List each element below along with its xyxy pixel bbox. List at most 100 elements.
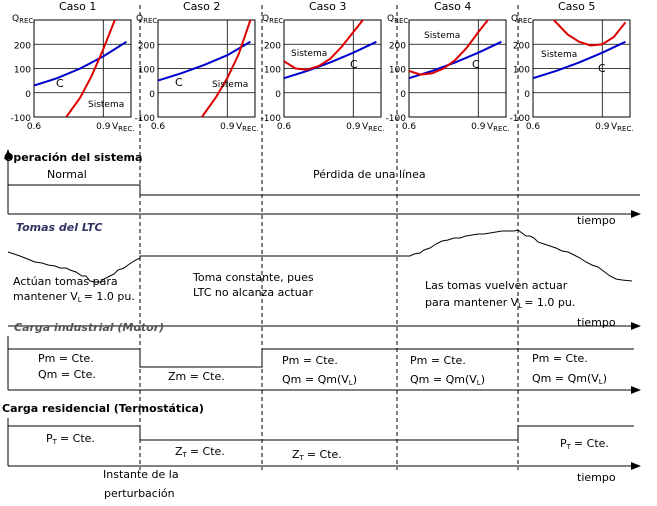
section-title-ltc: Tomas del LTC — [16, 221, 103, 234]
ltc-text-3a: Las tomas vuelven actuar — [425, 279, 568, 292]
chart-title: Caso 3 — [309, 0, 346, 13]
chart-title: Caso 4 — [434, 0, 471, 13]
x-tick-label: 0.6 — [402, 122, 417, 132]
x-tick-label: 0.9 — [220, 122, 235, 132]
time-label-2: tiempo — [577, 316, 616, 329]
disturbance-label-1: Instante de la — [103, 468, 179, 481]
ltc-text-2b: LTC no alcanza actuar — [193, 286, 313, 299]
load-curve — [34, 40, 127, 87]
y-tick-label: 0 — [275, 90, 281, 100]
ind-c4-qm-end: ) — [481, 373, 485, 386]
x-tick-label: 0.9 — [595, 122, 610, 132]
ind-c1-pm: Pm = Cte. — [38, 352, 94, 365]
system-curve-label: Sistema — [541, 50, 577, 60]
ind-c3-qm: Qm = Qm(V — [282, 373, 349, 386]
res-c3-z-end: = Cte. — [307, 448, 342, 461]
y-tick-label: -100 — [11, 114, 32, 124]
system-curve — [552, 20, 627, 47]
ltc-text-3b-end: = 1.0 pu. — [524, 296, 575, 309]
load-curve-label: C — [175, 76, 183, 89]
normal-label: Normal — [47, 168, 87, 181]
system-curve-label: Sistema — [88, 100, 124, 110]
x-axis-label-sub: REC. — [493, 125, 509, 133]
res-c1-p-end: = Cte. — [60, 432, 95, 445]
svg-text:PT= Cte.: PT = Cte. — [560, 437, 609, 451]
svg-text:Qm = Qm(VL): Qm = Qm(VL) — [532, 372, 607, 386]
y-tick-label: 0 — [25, 90, 31, 100]
y-tick-label: 200 — [138, 41, 155, 51]
ind-c4-qm: Qm = Qm(V — [410, 373, 477, 386]
svg-text:ZT= Cte.: ZT = Cte. — [175, 445, 225, 459]
y-tick-label: 100 — [513, 66, 530, 76]
y-tick-label: 100 — [389, 66, 406, 76]
svg-text:Qm = Qm(VL): Qm = Qm(VL) — [282, 373, 357, 387]
series-group — [158, 20, 252, 117]
x-axis-label-sub: REC. — [118, 125, 134, 133]
ltc-text-1b-end: = 1.0 pu. — [84, 290, 135, 303]
res-c2-z: Z — [175, 445, 183, 458]
y-tick-label: 100 — [14, 66, 31, 76]
svg-text:ZT= Cte.: ZT = Cte. — [292, 448, 342, 462]
x-axis-label: VREC. — [611, 122, 634, 133]
ltc-text-1b: mantener V — [13, 290, 78, 303]
ind-c3-qm-sub: L — [349, 379, 353, 387]
svg-text:Qm = Qm(VL): Qm = Qm(VL) — [410, 373, 485, 387]
ind-c5-pm: Pm = Cte. — [532, 352, 588, 365]
chart-title: Caso 5 — [558, 0, 595, 13]
time-label-1: tiempo — [577, 214, 616, 227]
y-tick-label: 100 — [138, 66, 155, 76]
series-group — [409, 20, 502, 80]
ind-c4-qm-sub: L — [477, 379, 481, 387]
load-curve-label: C — [598, 62, 606, 75]
operation-signal — [8, 184, 640, 196]
svg-text:mantener VL= 1.0 pu.: mantener VL = 1.0 pu. — [13, 290, 135, 304]
y-tick-label: 0 — [400, 90, 406, 100]
y-tick-label: 200 — [389, 41, 406, 51]
ltc-text-3b: para mantener V — [425, 296, 519, 309]
res-c2-z-end: = Cte. — [190, 445, 225, 458]
res-c3-z: Z — [292, 448, 300, 461]
y-axis-label: QREC. — [262, 14, 286, 25]
ltc-section: Tomas del LTC Actúan tomas para mantener… — [7, 221, 641, 330]
chart-case-5: Caso 5 QREC. -100 0 100 200 0.6 0.9 VREC. Sistema… — [510, 0, 634, 133]
x-axis-label-sub: REC. — [368, 125, 384, 133]
system-curve — [201, 20, 252, 117]
y-tick-label: 200 — [513, 41, 530, 51]
y-axis-label: QREC. — [136, 14, 160, 25]
y-axis-label: QREC. — [12, 14, 36, 25]
y-axis-label: QREC. — [511, 14, 535, 25]
industrial-signal — [8, 348, 634, 368]
residential-load-section: Carga residencial (Termostática) PT = Cte… — [2, 402, 641, 484]
chart-case-1: Caso 1 QREC. -100 0 100 200 0.6 0.9 VREC. Sistema… — [11, 0, 135, 133]
x-axis-label-sub: REC. — [617, 125, 633, 133]
x-axis-label: VREC. — [362, 122, 385, 133]
ltc-text-1a: Actúan tomas para — [13, 275, 118, 288]
chart-case-3: Caso 3 QREC. -100 0 100 200 0.6 0.9 VREC. Sistema… — [261, 0, 385, 133]
chart-title: Caso 1 — [59, 0, 96, 13]
ind-c2-zm: Zm = Cte. — [168, 370, 225, 383]
y-axis-label-sub: REC. — [394, 17, 410, 25]
load-curve-label: C — [56, 77, 64, 90]
series-group — [284, 20, 377, 80]
x-tick-label: 0.6 — [27, 122, 42, 132]
x-tick-label: 0.9 — [96, 122, 111, 132]
ind-c3-pm: Pm = Cte. — [282, 354, 338, 367]
time-label-3: tiempo — [577, 471, 616, 484]
load-curve — [158, 40, 251, 82]
x-tick-label: 0.6 — [151, 122, 166, 132]
industrial-load-section: Carga industrial (Motor) Pm = Cte. Qm = … — [7, 321, 641, 394]
y-axis-label-sub: REC. — [518, 17, 534, 25]
line-loss-label: Pérdida de una línea — [313, 168, 426, 181]
res-c5-p: P — [560, 437, 567, 450]
disturbance-label-2: perturbación — [104, 487, 175, 500]
series-group — [533, 20, 627, 80]
res-c2-z-sub: T — [182, 451, 188, 459]
chart-title: Caso 2 — [183, 0, 220, 13]
y-axis-label-sub: REC. — [143, 17, 159, 25]
res-c5-p-sub: T — [566, 443, 572, 451]
x-tick-label: 0.6 — [277, 122, 292, 132]
svg-text:para mantener VL= 1.0 pu.: para mantener VL = 1.0 pu. — [425, 296, 575, 310]
load-curve — [284, 40, 377, 80]
